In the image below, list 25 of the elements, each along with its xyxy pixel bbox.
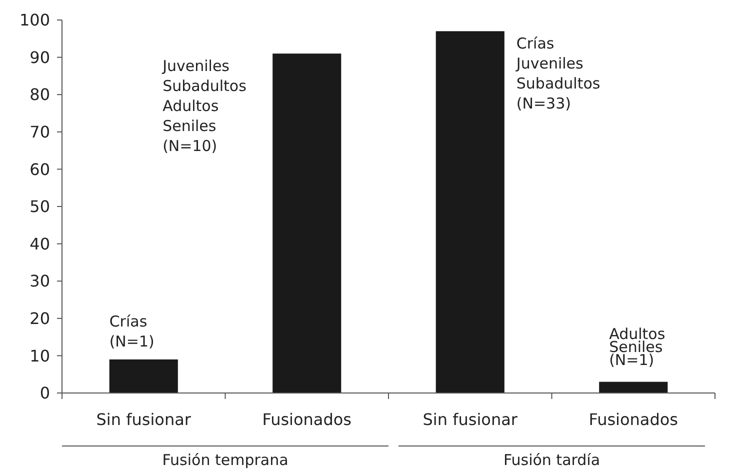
y-tick-label: 30 xyxy=(30,272,50,291)
y-tick-label: 70 xyxy=(30,122,50,142)
y-tick-label: 40 xyxy=(30,234,50,254)
text: Fusión temprana xyxy=(162,451,288,469)
bar xyxy=(272,54,342,393)
y-tick-label: 0 xyxy=(40,384,50,403)
x-tick-label: Sin fusionar xyxy=(422,410,518,429)
y-tick-label: 20 xyxy=(30,309,50,328)
y-tick-label: 50 xyxy=(30,197,50,216)
x-tick-label: Fusionados xyxy=(588,410,678,429)
bar xyxy=(599,382,668,393)
y-tick-label: 60 xyxy=(30,160,50,179)
annotation: Juveniles Subadultos Adultos Seniles (N=10) xyxy=(162,56,247,155)
bar xyxy=(436,31,504,393)
annotation: Crías (N=1) xyxy=(109,312,154,351)
y-tick-label: 10 xyxy=(30,346,50,366)
y-tick-label: 90 xyxy=(30,48,50,67)
x-tick-label: Sin fusionar xyxy=(96,410,192,429)
annotation: Crías Juveniles Subadultos (N=33) xyxy=(515,34,600,112)
bar xyxy=(109,359,178,393)
y-tick-label: 80 xyxy=(30,85,50,104)
y-tick-label: 100 xyxy=(19,10,50,30)
x-tick-label: Fusionados xyxy=(262,410,352,429)
annotation: Adultos Seniles (N=1) xyxy=(609,325,666,370)
text: Fusión tardía xyxy=(503,451,600,469)
